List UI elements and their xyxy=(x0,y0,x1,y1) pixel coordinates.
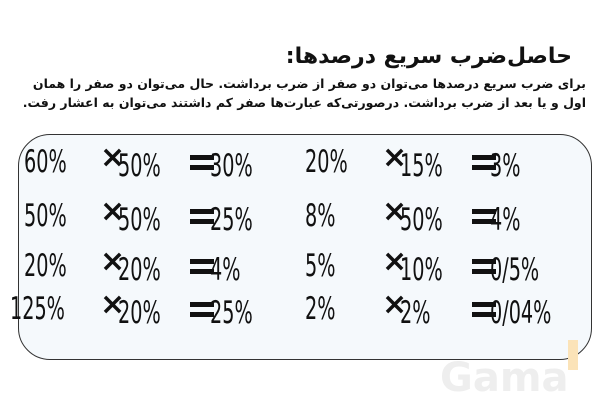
operand-a: 125% xyxy=(10,291,65,327)
times-icon: × xyxy=(382,194,408,229)
operand-a: 60% xyxy=(24,144,67,180)
operand-b: 50% xyxy=(400,202,443,238)
result: 0/5% xyxy=(490,252,540,288)
times-icon: × xyxy=(100,287,126,322)
operand-a: 8% xyxy=(305,198,336,234)
operand-a: 50% xyxy=(24,198,67,234)
result: 3% xyxy=(490,148,521,184)
times-icon: × xyxy=(382,140,408,175)
result: 25% xyxy=(210,202,253,238)
operand-b: 50% xyxy=(118,148,161,184)
operand-a: 5% xyxy=(305,248,336,284)
equals-icon xyxy=(472,209,496,225)
equals-icon xyxy=(190,155,214,171)
result: 25% xyxy=(210,295,253,331)
times-icon: × xyxy=(382,287,408,322)
times-icon: × xyxy=(100,194,126,229)
equals-icon xyxy=(190,259,214,275)
equals-icon xyxy=(190,209,214,225)
watermark-logo: Gama xyxy=(440,355,569,401)
instruction-paragraph: برای ضرب سریع درصدها می‌توان دو صفر از ض… xyxy=(22,76,586,110)
operand-a: 20% xyxy=(24,248,67,284)
operand-a: 2% xyxy=(305,291,336,327)
operand-b: 15% xyxy=(400,148,443,184)
times-icon: × xyxy=(100,140,126,175)
result: 4% xyxy=(490,202,521,238)
equals-icon xyxy=(472,302,496,318)
result: 30% xyxy=(210,148,253,184)
operand-a: 20% xyxy=(305,144,348,180)
examples-box xyxy=(18,134,592,360)
watermark-mark xyxy=(568,340,578,370)
times-icon: × xyxy=(100,244,126,279)
operand-b: 20% xyxy=(118,252,161,288)
operand-b: 2% xyxy=(400,295,431,331)
operand-b: 50% xyxy=(118,202,161,238)
operand-b: 20% xyxy=(118,295,161,331)
page-title: حاصل‌ضرب سریع درصدها: xyxy=(285,44,572,69)
equals-icon xyxy=(190,302,214,318)
result: 0/04% xyxy=(490,295,552,331)
equals-icon xyxy=(472,259,496,275)
operand-b: 10% xyxy=(400,252,443,288)
times-icon: × xyxy=(382,244,408,279)
equals-icon xyxy=(472,155,496,171)
result: 4% xyxy=(210,252,241,288)
